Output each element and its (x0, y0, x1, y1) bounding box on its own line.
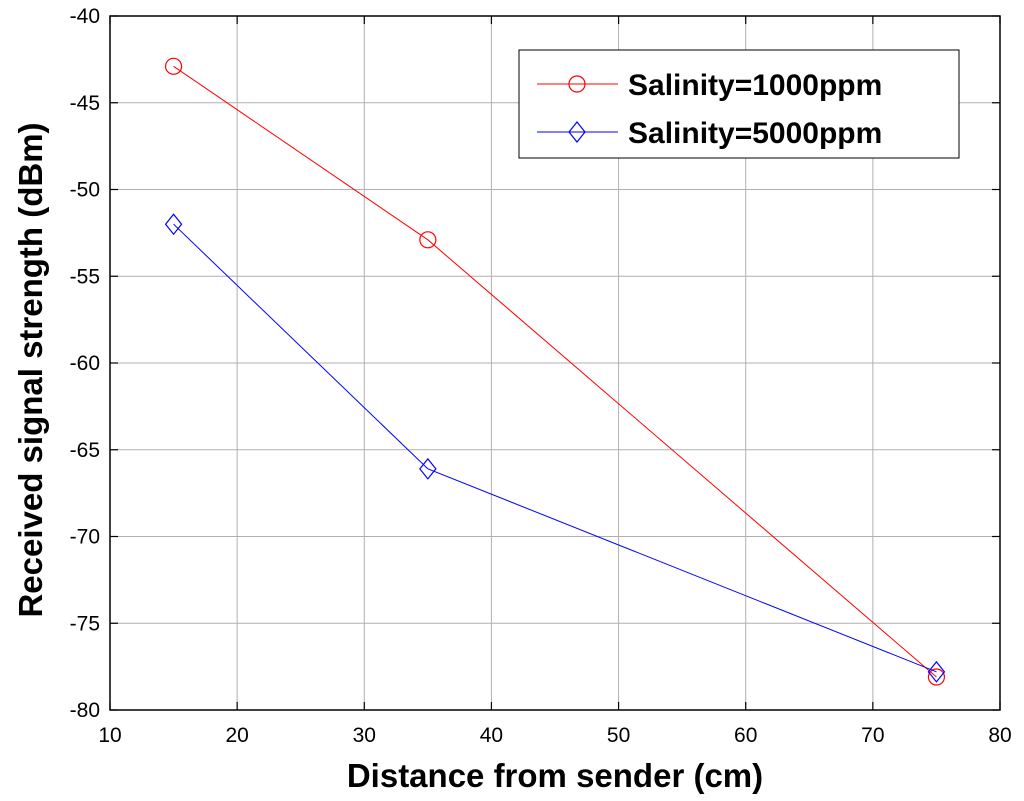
x-tick-label: 30 (353, 724, 376, 747)
x-tick-label: 50 (607, 724, 630, 747)
x-tick-label: 80 (988, 724, 1011, 747)
series-2 (164, 213, 946, 683)
y-tick-label: -60 (70, 352, 100, 375)
y-tick-label: -40 (70, 5, 100, 28)
y-tick-label: -70 (70, 526, 100, 549)
legend-label: Salinity=5000ppm (628, 117, 882, 150)
y-axis-title: Received signal strength (dBm) (12, 122, 49, 617)
y-tick-label: -65 (70, 439, 100, 462)
diamond-marker (927, 660, 946, 683)
diamond-marker (164, 213, 183, 236)
legend: Salinity=1000ppm Salinity=5000ppm (518, 49, 960, 159)
y-tick-label: -80 (70, 699, 100, 722)
legend-item-1: Salinity=1000ppm (537, 69, 882, 102)
x-tick-label: 70 (861, 724, 884, 747)
diamond-marker (419, 457, 437, 480)
x-tick-label: 10 (98, 724, 121, 747)
legend-label: Salinity=1000ppm (628, 69, 882, 102)
circle-marker (419, 231, 437, 249)
x-axis-title: Distance from sender (cm) (347, 757, 763, 794)
series-line (173, 223, 937, 673)
axis-ticks: 10 20 30 40 50 60 70 80 -40 -45 -50 -55 -60 -65 -70 -75… (70, 5, 1012, 747)
circle-marker (927, 668, 946, 686)
legend-marker (568, 75, 586, 93)
x-tick-label: 20 (225, 724, 248, 747)
gridlines (110, 16, 1000, 710)
circle-marker (164, 57, 183, 75)
y-tick-label: -75 (70, 612, 100, 635)
y-tick-label: -45 (70, 92, 100, 115)
legend-items: Salinity=1000ppm Salinity=5000ppm (537, 69, 882, 150)
x-tick-label: 40 (480, 724, 503, 747)
legend-item-2: Salinity=5000ppm (537, 117, 882, 150)
series-1 (164, 57, 946, 686)
series-layer (164, 57, 946, 686)
series-line (173, 65, 937, 678)
x-tick-label: 60 (734, 724, 757, 747)
legend-marker (568, 121, 586, 143)
y-tick-label: -50 (70, 179, 100, 202)
legend-box (518, 49, 960, 159)
y-tick-label: -55 (70, 265, 100, 288)
